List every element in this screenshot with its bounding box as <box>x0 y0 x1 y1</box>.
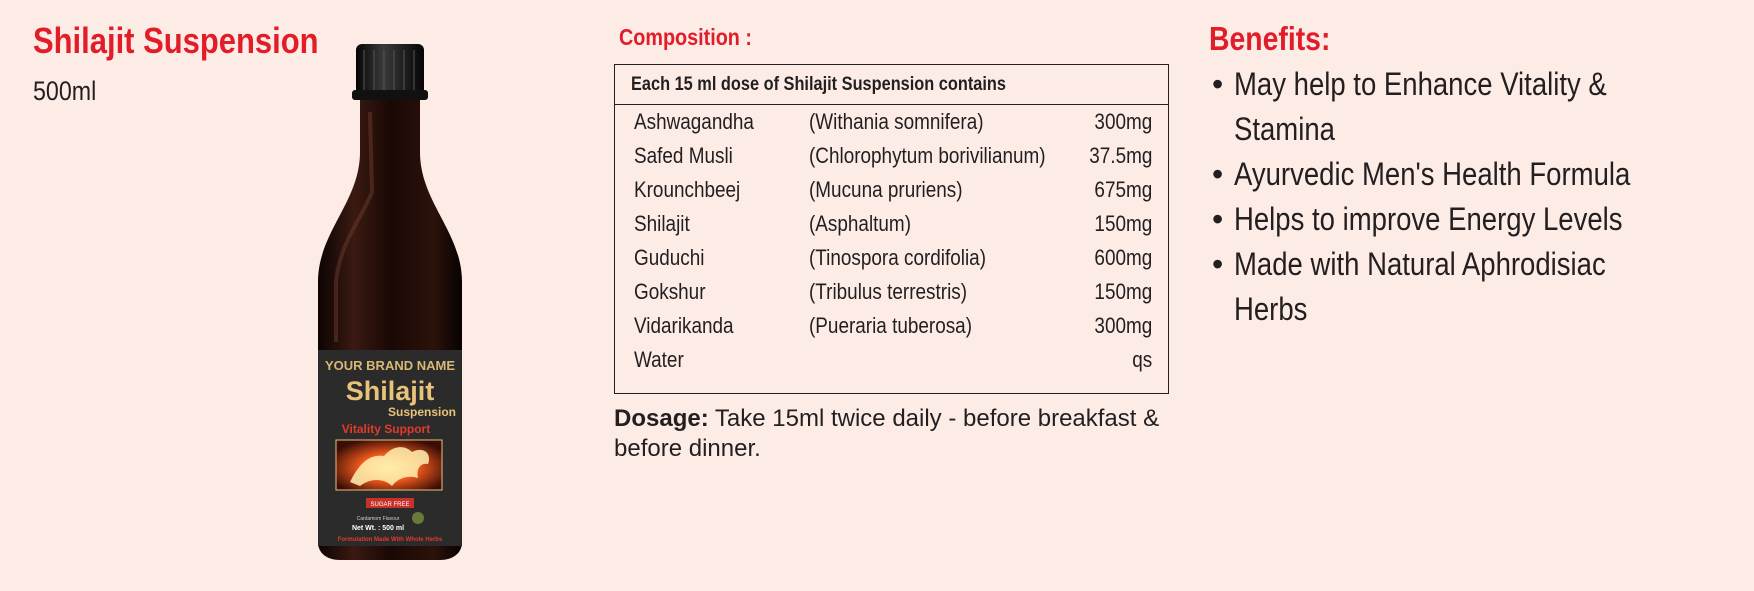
ingredient-latin: (Asphaltum) <box>809 211 911 236</box>
ingredient-latin: (Mucuna pruriens) <box>809 177 963 202</box>
dosage-text: Dosage: Take 15ml twice daily - before b… <box>614 404 1214 464</box>
bottle-net-wt: Net Wt. : 500 ml <box>352 525 404 532</box>
ingredient-dose: 300mg <box>1094 109 1152 134</box>
bottle-brand: YOUR BRAND NAME <box>325 358 455 373</box>
bullet-icon: • <box>1212 201 1224 237</box>
bottle-tagline: Vitality Support <box>342 422 430 436</box>
table-row: Shilajit (Asphaltum) 150mg <box>615 207 1168 241</box>
ingredient-latin: (Tinospora cordifolia) <box>809 245 987 270</box>
table-row: Vidarikanda (Pueraria tuberosa) 300mg <box>615 309 1168 343</box>
bottle-name: Shilajit <box>346 376 435 406</box>
ingredient-name: Safed Musli <box>634 143 733 168</box>
horse-icon <box>350 447 430 486</box>
ingredient-name: Krounchbeej <box>634 177 741 202</box>
table-row: Ashwagandha (Withania somnifera) 300mg <box>615 105 1168 139</box>
ingredient-name: Shilajit <box>634 211 690 236</box>
ingredient-name: Gokshur <box>634 279 706 304</box>
ingredient-name: Guduchi <box>634 245 705 270</box>
bottle-flavour: Cardamom Flavour <box>357 516 400 522</box>
ingredient-name: Ashwagandha <box>634 109 754 134</box>
ingredient-dose: 300mg <box>1094 313 1152 338</box>
composition-table-header: Each 15 ml dose of Shilajit Suspension c… <box>615 65 1168 105</box>
product-title: Shilajit Suspension <box>33 20 319 61</box>
table-row: Gokshur (Tribulus terrestris) 150mg <box>615 275 1168 309</box>
ingredient-latin: (Chlorophytum borivilianum) <box>809 143 1046 168</box>
table-row: Water qs <box>615 343 1168 377</box>
table-row: Krounchbeej (Mucuna pruriens) 675mg <box>615 173 1168 207</box>
ingredient-dose: 675mg <box>1094 177 1152 202</box>
list-item: • Ayurvedic Men's Health Formula <box>1212 152 1695 197</box>
bullet-icon: • <box>1212 156 1224 192</box>
ingredient-name: Vidarikanda <box>634 313 734 338</box>
ingredient-name: Water <box>634 347 684 372</box>
composition-title: Composition : <box>619 24 752 50</box>
ingredient-dose: qs <box>1132 347 1152 372</box>
ingredient-latin: (Withania somnifera) <box>809 109 984 134</box>
bottle-sub: Suspension <box>388 405 456 419</box>
product-volume: 500ml <box>33 76 97 106</box>
ingredient-latin: (Tribulus terrestris) <box>809 279 968 304</box>
ingredient-dose: 600mg <box>1094 245 1152 270</box>
ingredient-latin: (Pueraria tuberosa) <box>809 313 973 338</box>
list-item: • Helps to improve Energy Levels <box>1212 197 1695 242</box>
table-row: Safed Musli (Chlorophytum borivilianum) … <box>615 139 1168 173</box>
benefits-list: • May help to Enhance Vitality & Stamina… <box>1212 62 1695 332</box>
bottle-badge: SUGAR FREE <box>370 502 409 508</box>
benefits-title: Benefits: <box>1209 20 1331 57</box>
list-item: • May help to Enhance Vitality & Stamina <box>1212 62 1695 152</box>
product-bottle-image: YOUR BRAND NAME Shilajit Suspension Vita… <box>318 44 462 560</box>
cardamom-icon <box>412 512 424 524</box>
dosage-instructions: Take 15ml twice daily - before breakfast… <box>614 405 1160 462</box>
list-item: • Made with Natural Aphrodisiac Herbs <box>1212 242 1695 332</box>
composition-table: Each 15 ml dose of Shilajit Suspension c… <box>614 64 1169 394</box>
ingredient-dose: 150mg <box>1094 279 1152 304</box>
bullet-icon: • <box>1212 66 1224 102</box>
table-row: Guduchi (Tinospora cordifolia) 600mg <box>615 241 1168 275</box>
ingredient-dose: 150mg <box>1094 211 1152 236</box>
ingredient-dose: 37.5mg <box>1088 143 1152 168</box>
bullet-icon: • <box>1212 246 1224 282</box>
bottle-footer: Formulation Made With Whole Herbs <box>338 537 443 543</box>
dosage-label: Dosage: <box>614 405 709 432</box>
